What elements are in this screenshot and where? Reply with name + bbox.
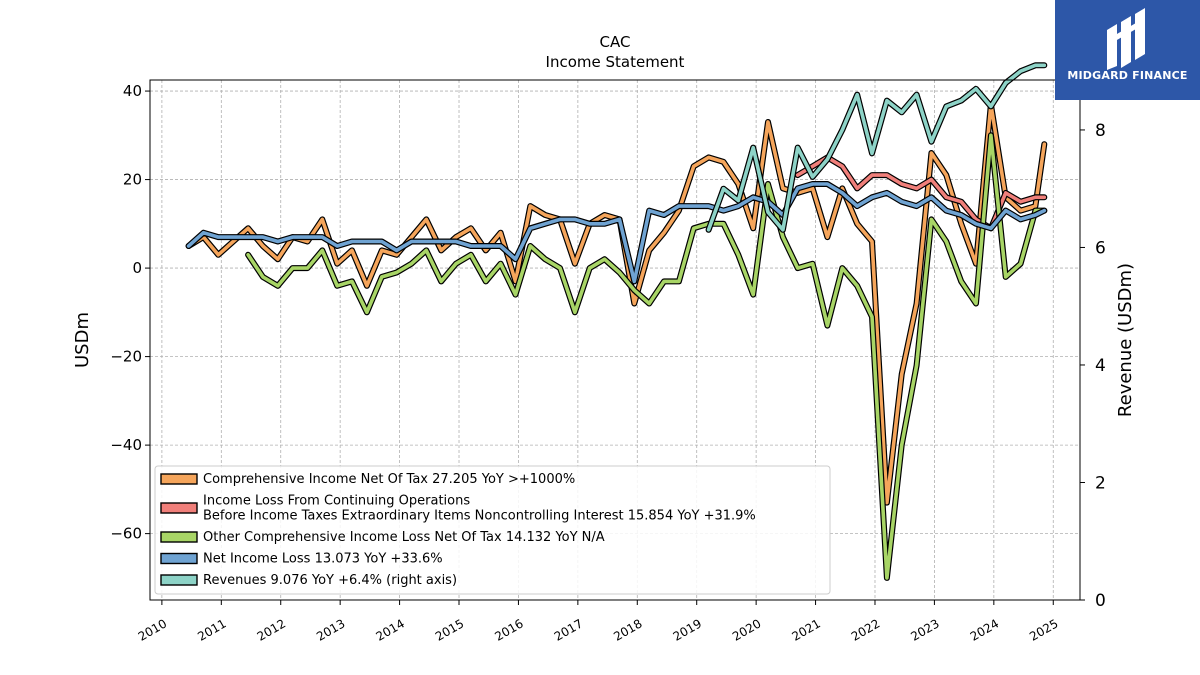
series-line — [795, 155, 1047, 231]
x-tick-label: 2019 — [671, 616, 704, 643]
legend-label: Comprehensive Income Net Of Tax 27.205 Y… — [203, 472, 575, 487]
legend-swatch — [160, 502, 198, 514]
x-tick-label: 2021 — [789, 616, 822, 643]
legend-swatch — [160, 552, 198, 565]
x-tick-label: 2013 — [314, 616, 347, 643]
y-axis-label-right: Revenue (USDm) — [1115, 263, 1136, 417]
legend-label: Net Income Loss 13.073 YoY +33.6% — [203, 552, 443, 567]
x-tick-label: 2015 — [433, 616, 466, 643]
legend-label: Before Income Taxes Extraordinary Items … — [203, 509, 756, 524]
y-tick-label-right: 4 — [1095, 356, 1106, 376]
x-tick-label: 2017 — [552, 616, 585, 643]
y-tick-label-left: −20 — [110, 348, 142, 366]
y-tick-label-right: 2 — [1095, 473, 1106, 493]
x-tick-label: 2011 — [195, 616, 228, 643]
legend-box — [154, 465, 831, 595]
series-line — [706, 63, 1047, 232]
legend-swatch — [160, 531, 198, 543]
brand-logo: MIDGARD FINANCE — [1055, 0, 1200, 100]
y-tick-label-left: 40 — [123, 82, 142, 100]
series-line — [186, 182, 1047, 284]
legend-swatch — [160, 473, 198, 485]
y-tick-label-right: 6 — [1095, 238, 1106, 258]
plot-frame — [149, 79, 1081, 601]
brand-name: MIDGARD FINANCE — [1067, 69, 1188, 82]
y-tick-label-left: 20 — [123, 171, 142, 189]
x-tick-label: 2025 — [1027, 616, 1060, 643]
y-tick-label-left: −40 — [110, 436, 142, 454]
x-tick-label: 2023 — [908, 616, 941, 643]
x-tick-label: 2018 — [611, 616, 644, 643]
chart-legend: Comprehensive Income Net Of Tax 27.205 Y… — [154, 465, 831, 595]
legend-label: Revenues 9.076 YoY +6.4% (right axis) — [203, 573, 457, 588]
chart-subtitle: Income Statement — [546, 53, 685, 71]
legend-swatch — [160, 574, 198, 586]
x-tick-label: 2020 — [730, 616, 763, 643]
x-tick-label: 2024 — [968, 616, 1001, 643]
series-line — [246, 133, 1047, 580]
x-tick-label: 2014 — [374, 616, 407, 643]
y-tick-label-left: 0 — [132, 259, 142, 277]
chart-series-group — [185, 62, 1048, 581]
series-line — [186, 102, 1047, 505]
y-tick-label-right: 8 — [1095, 121, 1106, 141]
legend-label: Income Loss From Continuing Operations — [203, 494, 470, 509]
midgard-logo-mark-icon — [1107, 8, 1145, 70]
x-tick-label: 2012 — [255, 616, 288, 643]
y-axis-label-left: USDm — [72, 312, 93, 368]
legend-label: Other Comprehensive Income Loss Net Of T… — [203, 530, 605, 545]
y-tick-label-left: −60 — [110, 525, 142, 543]
x-tick-label: 2010 — [136, 616, 169, 643]
x-tick-label: 2016 — [492, 616, 525, 643]
y-tick-label-right: 0 — [1095, 591, 1106, 611]
x-tick-label: 2022 — [849, 616, 882, 643]
chart-title: CAC — [600, 33, 631, 51]
